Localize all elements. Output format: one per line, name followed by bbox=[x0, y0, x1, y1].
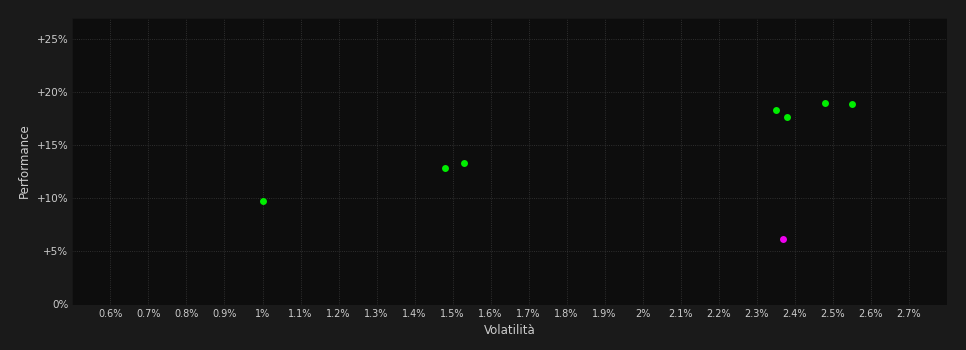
Y-axis label: Performance: Performance bbox=[18, 124, 31, 198]
X-axis label: Volatilità: Volatilità bbox=[484, 324, 535, 337]
